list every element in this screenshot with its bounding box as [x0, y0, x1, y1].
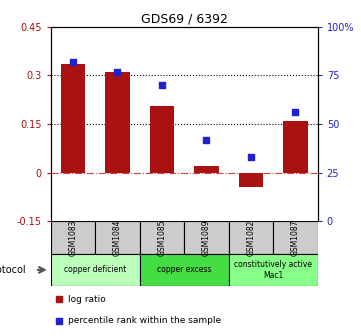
Text: log ratio: log ratio: [68, 295, 106, 303]
Point: [159, 83, 165, 88]
Bar: [273, 221, 318, 254]
Text: GSM1082: GSM1082: [247, 219, 255, 256]
Bar: [140, 254, 229, 286]
Bar: [61, 64, 85, 173]
Point: [292, 110, 298, 115]
Bar: [51, 254, 140, 286]
Bar: [184, 221, 229, 254]
Point: [204, 137, 209, 142]
Text: GSM1089: GSM1089: [202, 219, 211, 256]
Bar: [229, 254, 318, 286]
Text: GSM1084: GSM1084: [113, 219, 122, 256]
Text: GSM1085: GSM1085: [157, 219, 166, 256]
Bar: [283, 121, 308, 173]
Bar: [105, 72, 130, 173]
Point: [56, 318, 61, 323]
Point: [248, 155, 254, 160]
Text: protocol: protocol: [0, 265, 26, 275]
Bar: [229, 221, 273, 254]
Title: GDS69 / 6392: GDS69 / 6392: [141, 13, 227, 26]
Bar: [95, 221, 140, 254]
Bar: [239, 173, 263, 186]
Bar: [194, 166, 219, 173]
Point: [56, 296, 61, 302]
Bar: [140, 221, 184, 254]
Bar: [149, 106, 174, 173]
Text: constitutively active
Mac1: constitutively active Mac1: [234, 260, 312, 280]
Text: percentile rank within the sample: percentile rank within the sample: [68, 316, 221, 325]
Text: GSM1087: GSM1087: [291, 219, 300, 256]
Text: copper excess: copper excess: [157, 265, 211, 275]
Text: copper deficient: copper deficient: [64, 265, 126, 275]
Point: [70, 59, 76, 65]
Point: [114, 69, 120, 74]
Bar: [51, 221, 95, 254]
Text: GSM1083: GSM1083: [68, 219, 77, 256]
